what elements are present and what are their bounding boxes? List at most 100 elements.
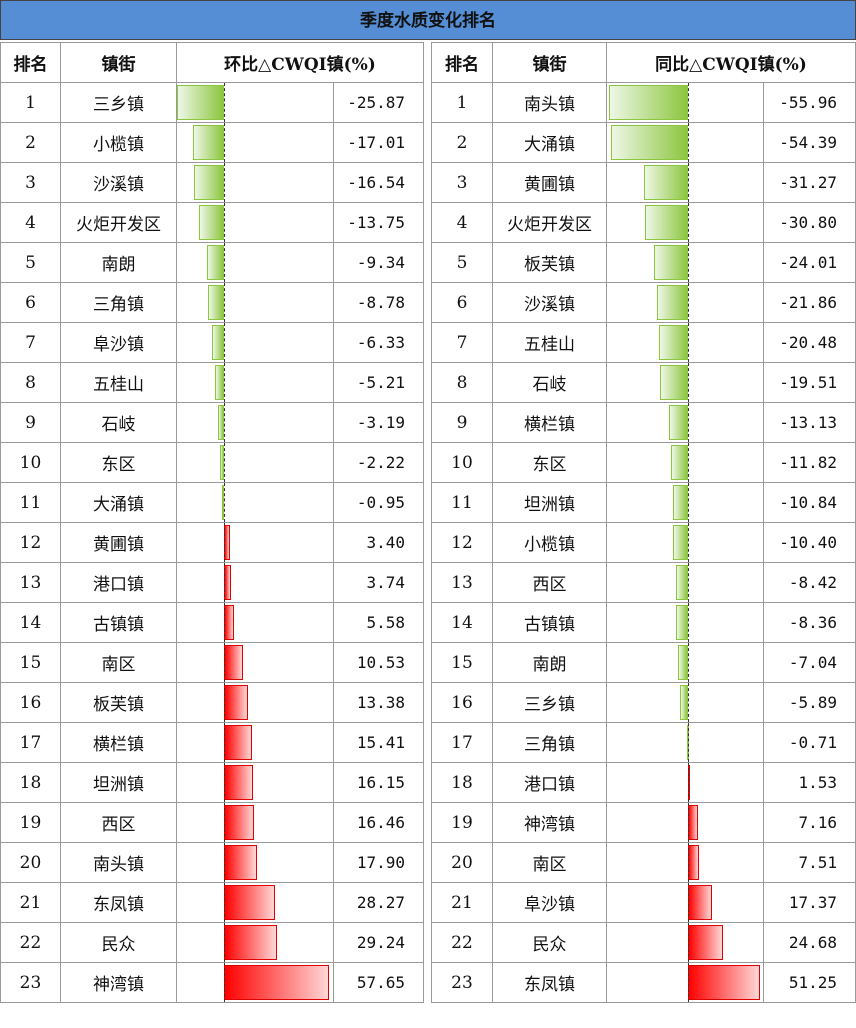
negative-data-bar [671, 445, 688, 480]
value-cell: -25.87 [332, 82, 425, 123]
bar-axis [688, 483, 689, 522]
town-cell: 西区 [60, 802, 177, 843]
table-row: 1 南头镇 -55.96 [431, 82, 856, 123]
rank-cell: 6 [431, 282, 493, 323]
rank-cell: 13 [0, 562, 61, 603]
value-cell: 13.38 [332, 682, 425, 723]
table-row: 3 沙溪镇 -16.54 [0, 162, 425, 203]
table-row: 5 板芙镇 -24.01 [431, 242, 856, 283]
negative-data-bar [673, 525, 688, 560]
rank-cell: 11 [0, 482, 61, 523]
table-row: 11 坦洲镇 -10.84 [431, 482, 856, 523]
town-header: 镇街 [60, 42, 177, 83]
town-cell: 板芙镇 [492, 242, 607, 283]
bar-axis [224, 283, 225, 322]
negative-data-bar [676, 565, 688, 600]
bar-axis [688, 83, 689, 122]
bar-axis [688, 923, 689, 962]
value-cell: -5.89 [762, 682, 856, 723]
bar-axis [688, 723, 689, 762]
table-row: 23 东凤镇 51.25 [431, 962, 856, 1003]
data-bar-cell [606, 122, 764, 163]
data-bar-cell [176, 762, 334, 803]
table-row: 17 三角镇 -0.71 [431, 722, 856, 763]
rank-cell: 23 [0, 962, 61, 1003]
bar-axis [224, 643, 225, 682]
value-cell: -3.19 [332, 402, 425, 443]
data-bar-cell [606, 362, 764, 403]
data-bar-cell [606, 402, 764, 443]
bar-axis [224, 843, 225, 882]
bar-axis [224, 443, 225, 482]
table-row: 1 三乡镇 -25.87 [0, 82, 425, 123]
rank-cell: 10 [0, 442, 61, 483]
value-cell: -0.95 [332, 482, 425, 523]
data-bar-cell [176, 962, 334, 1003]
bar-axis [224, 83, 225, 122]
table-row: 14 古镇镇 -8.36 [431, 602, 856, 643]
table-row: 18 港口镇 1.53 [431, 762, 856, 803]
table-row: 8 五桂山 -5.21 [0, 362, 425, 403]
rank-cell: 18 [0, 762, 61, 803]
positive-data-bar [224, 845, 257, 880]
table-row: 11 大涌镇 -0.95 [0, 482, 425, 523]
data-bar-cell [176, 122, 334, 163]
positive-data-bar [224, 805, 254, 840]
negative-data-bar [198, 205, 224, 240]
table-row: 22 民众 24.68 [431, 922, 856, 963]
negative-data-bar [643, 165, 688, 200]
town-cell: 南朗 [492, 642, 607, 683]
value-cell: -8.36 [762, 602, 856, 643]
rank-cell: 20 [431, 842, 493, 883]
data-bar-cell [176, 722, 334, 763]
data-bar-cell [606, 642, 764, 683]
bar-axis [688, 883, 689, 922]
bar-axis [688, 283, 689, 322]
data-bar-cell [176, 602, 334, 643]
town-cell: 沙溪镇 [60, 162, 177, 203]
rank-cell: 4 [0, 202, 61, 243]
table-row: 18 坦洲镇 16.15 [0, 762, 425, 803]
data-bar-cell [606, 522, 764, 563]
negative-data-bar [609, 85, 688, 120]
rank-cell: 5 [431, 242, 493, 283]
table-row: 17 横栏镇 15.41 [0, 722, 425, 763]
bar-axis [224, 603, 225, 642]
bar-axis [224, 523, 225, 562]
town-cell: 神湾镇 [492, 802, 607, 843]
town-cell: 小榄镇 [60, 122, 177, 163]
bar-axis [224, 803, 225, 842]
table-row: 22 民众 29.24 [0, 922, 425, 963]
table-row: 21 阜沙镇 17.37 [431, 882, 856, 923]
negative-data-bar [659, 325, 688, 360]
rank-cell: 1 [0, 82, 61, 123]
table-row: 2 大涌镇 -54.39 [431, 122, 856, 163]
rank-cell: 17 [0, 722, 61, 763]
bar-axis [224, 323, 225, 362]
positive-data-bar [688, 885, 713, 920]
data-bar-cell [606, 282, 764, 323]
town-cell: 沙溪镇 [492, 282, 607, 323]
value-cell: -54.39 [762, 122, 856, 163]
positive-data-bar [224, 765, 254, 800]
right-ranking-table: 排名 镇街 同比△CWQI镇(%) 1 南头镇 -55.96 2 大涌镇 -54.… [431, 42, 856, 1003]
data-bar-cell [606, 322, 764, 363]
town-cell: 南区 [492, 842, 607, 883]
data-bar-cell [176, 882, 334, 923]
data-bar-cell [176, 642, 334, 683]
bar-axis [688, 363, 689, 402]
bar-axis [224, 563, 225, 602]
rank-cell: 12 [0, 522, 61, 563]
value-cell: 1.53 [762, 762, 856, 803]
table-row: 19 神湾镇 7.16 [431, 802, 856, 843]
bar-axis [224, 683, 225, 722]
town-cell: 横栏镇 [60, 722, 177, 763]
data-bar-cell [606, 682, 764, 723]
negative-data-bar [207, 245, 224, 280]
town-cell: 阜沙镇 [60, 322, 177, 363]
table-row: 4 火炬开发区 -30.80 [431, 202, 856, 243]
town-cell: 横栏镇 [492, 402, 607, 443]
data-bar-cell [606, 242, 764, 283]
data-bar-cell [176, 402, 334, 443]
town-cell: 古镇镇 [60, 602, 177, 643]
